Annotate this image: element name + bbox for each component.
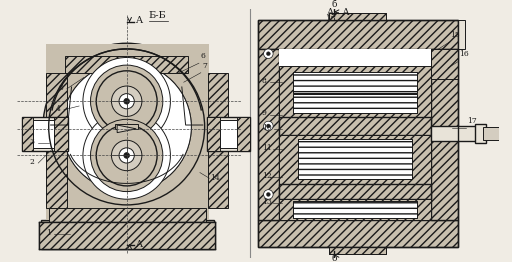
Text: 5: 5 — [58, 84, 63, 92]
Circle shape — [91, 65, 163, 137]
Circle shape — [62, 62, 191, 192]
Circle shape — [124, 99, 130, 104]
Bar — [115, 124, 138, 129]
Bar — [431, 49, 458, 79]
Bar — [279, 66, 431, 117]
Bar — [65, 56, 188, 73]
Text: 8: 8 — [262, 77, 267, 85]
Bar — [207, 73, 228, 208]
Bar — [483, 127, 512, 140]
Bar — [279, 184, 431, 199]
Bar — [293, 201, 417, 218]
Text: A: A — [135, 16, 142, 25]
Circle shape — [266, 52, 270, 56]
Circle shape — [91, 119, 163, 192]
Circle shape — [266, 124, 270, 128]
Text: 17: 17 — [467, 117, 477, 125]
Circle shape — [124, 152, 130, 158]
Bar — [298, 139, 412, 179]
Bar — [293, 94, 417, 113]
Circle shape — [49, 45, 205, 201]
Polygon shape — [117, 125, 136, 133]
Text: б: б — [331, 254, 337, 262]
Text: 9: 9 — [262, 110, 267, 117]
Circle shape — [264, 121, 273, 131]
Text: 16: 16 — [459, 51, 470, 58]
Bar — [329, 13, 386, 20]
Circle shape — [112, 86, 142, 116]
Circle shape — [112, 140, 142, 171]
Bar — [458, 20, 465, 49]
Text: б: б — [331, 0, 337, 9]
Text: 14: 14 — [210, 174, 220, 182]
Bar — [431, 126, 483, 141]
Text: 15: 15 — [450, 31, 460, 39]
Bar — [293, 94, 417, 113]
Bar — [206, 117, 250, 151]
Bar — [46, 73, 67, 208]
Circle shape — [83, 112, 170, 199]
Bar — [39, 222, 215, 249]
Text: 3: 3 — [30, 138, 35, 146]
Bar — [220, 120, 237, 148]
Bar — [22, 117, 33, 151]
Bar — [33, 120, 54, 148]
Bar — [54, 117, 68, 151]
Bar — [258, 20, 458, 49]
Circle shape — [119, 148, 134, 163]
Circle shape — [96, 71, 157, 132]
Text: 15: 15 — [326, 15, 337, 23]
Text: A - A: A - A — [326, 8, 350, 17]
Text: 1: 1 — [46, 229, 51, 237]
Bar — [329, 13, 386, 20]
Text: 10: 10 — [262, 124, 271, 132]
Bar — [279, 117, 431, 134]
Text: 11: 11 — [262, 144, 271, 152]
Bar — [298, 139, 412, 179]
Text: 6: 6 — [201, 52, 206, 60]
Circle shape — [43, 43, 210, 211]
Circle shape — [62, 62, 191, 192]
Text: 7: 7 — [203, 62, 208, 70]
Circle shape — [96, 125, 157, 186]
Bar — [108, 123, 146, 144]
Bar — [258, 20, 458, 247]
Circle shape — [119, 94, 134, 109]
Bar — [293, 72, 417, 93]
Circle shape — [83, 57, 170, 145]
Text: 13: 13 — [262, 198, 271, 206]
Bar — [293, 72, 417, 93]
Bar — [279, 49, 431, 220]
Text: 2: 2 — [30, 158, 34, 166]
Bar — [475, 124, 486, 143]
Circle shape — [266, 193, 270, 196]
Circle shape — [264, 49, 273, 58]
Text: 12: 12 — [262, 172, 271, 180]
Bar — [258, 49, 279, 220]
Bar — [237, 117, 250, 151]
Bar — [279, 199, 431, 220]
Bar — [329, 247, 386, 254]
Bar — [46, 44, 209, 220]
Bar — [431, 49, 458, 220]
Bar — [49, 208, 206, 222]
Bar — [22, 117, 68, 151]
Text: 4: 4 — [55, 105, 60, 113]
Bar — [279, 134, 431, 184]
Circle shape — [264, 190, 273, 199]
Bar — [39, 222, 215, 249]
Text: Б-Б: Б-Б — [148, 12, 166, 20]
Bar — [258, 220, 458, 247]
Bar — [41, 220, 214, 249]
Bar — [329, 247, 386, 254]
Bar — [293, 201, 417, 218]
Bar — [206, 117, 220, 151]
Text: A: A — [135, 240, 142, 249]
